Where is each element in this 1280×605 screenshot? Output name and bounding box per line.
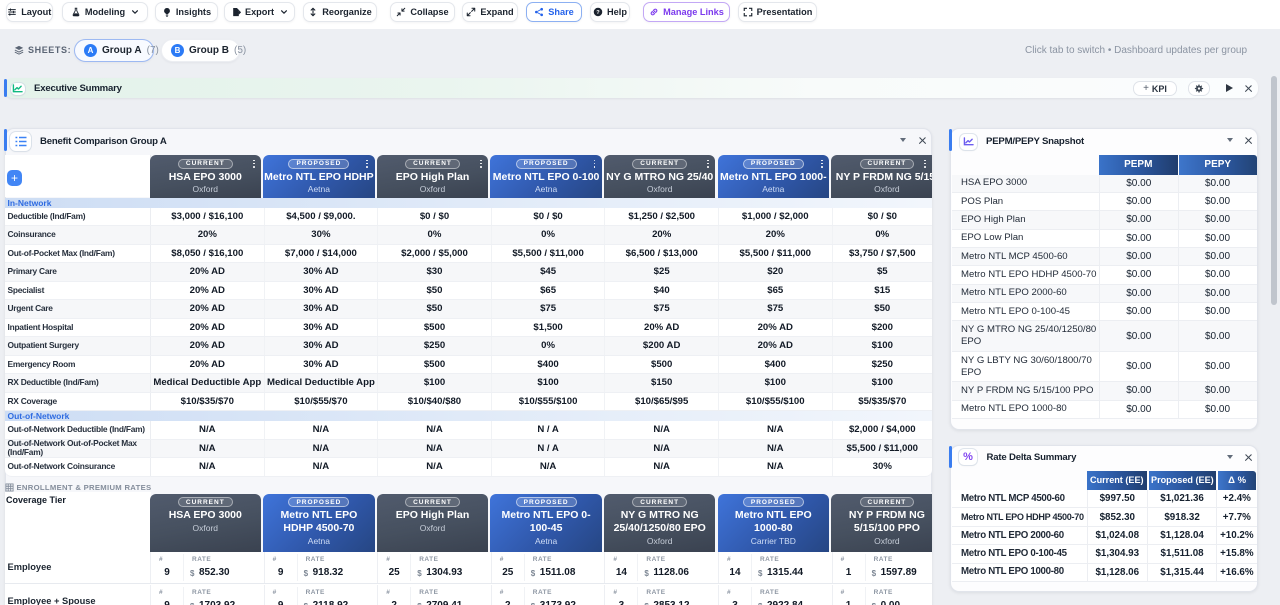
svg-text:?: ? — [596, 10, 600, 16]
